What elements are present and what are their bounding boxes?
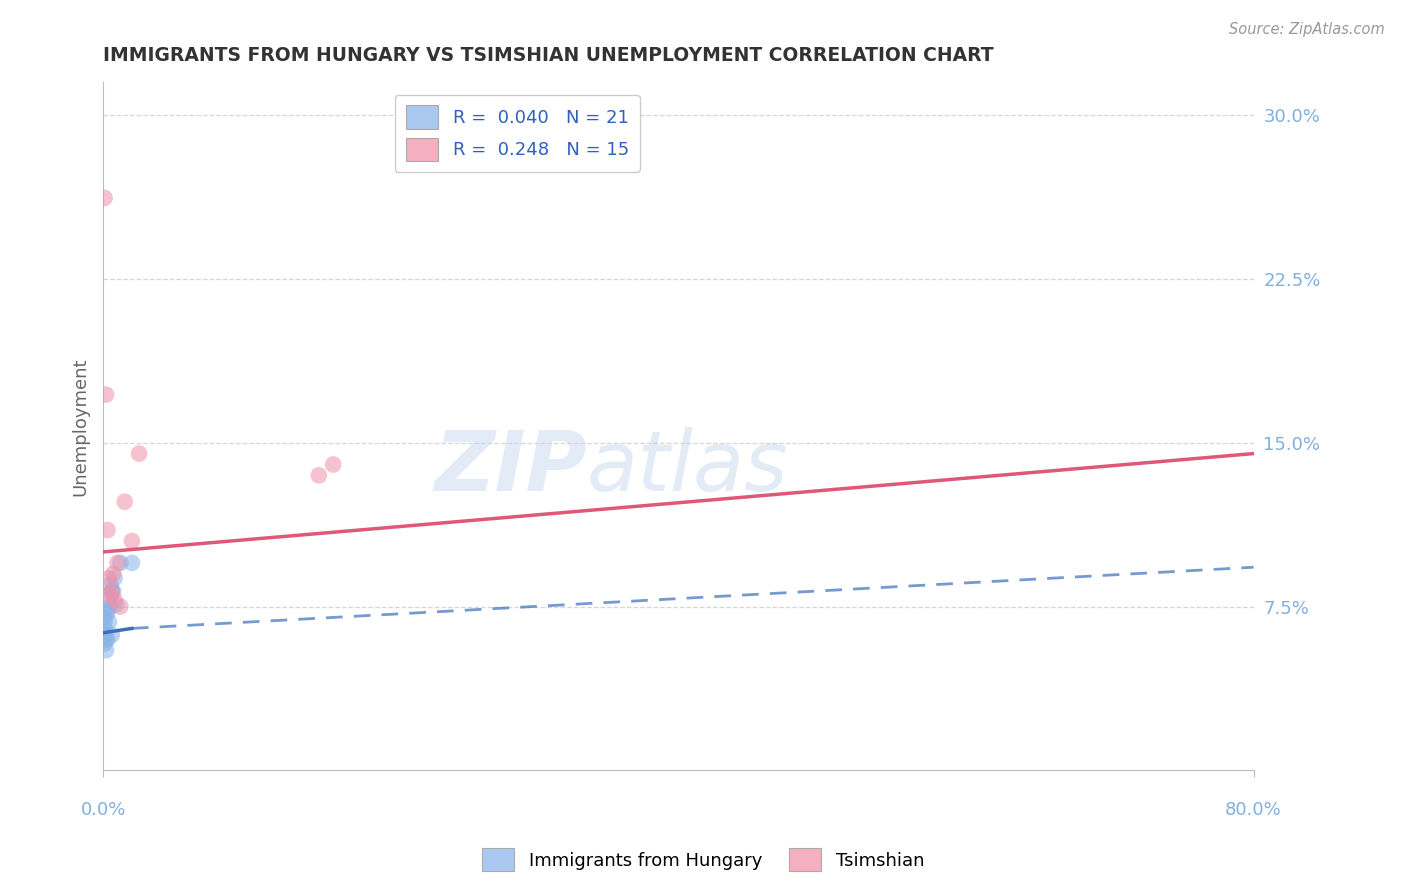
Point — [322, 458, 344, 472]
Point — [96, 523, 118, 537]
Point — [98, 577, 121, 591]
Y-axis label: Unemployment: Unemployment — [72, 357, 89, 496]
Point — [94, 387, 117, 401]
Text: IMMIGRANTS FROM HUNGARY VS TSIMSHIAN UNEMPLOYMENT CORRELATION CHART: IMMIGRANTS FROM HUNGARY VS TSIMSHIAN UNE… — [103, 46, 994, 65]
Point — [110, 556, 132, 570]
Point — [98, 589, 121, 603]
Point — [308, 468, 330, 483]
Point — [104, 593, 127, 607]
Point — [94, 643, 117, 657]
Point — [105, 598, 128, 612]
Legend: Immigrants from Hungary, Tsimshian: Immigrants from Hungary, Tsimshian — [474, 841, 932, 879]
Point — [100, 584, 122, 599]
Point — [114, 494, 136, 508]
Point — [96, 606, 118, 620]
Legend: R =  0.040   N = 21, R =  0.248   N = 15: R = 0.040 N = 21, R = 0.248 N = 15 — [395, 95, 640, 171]
Point — [93, 637, 115, 651]
Point — [104, 571, 127, 585]
Point — [97, 593, 120, 607]
Point — [97, 615, 120, 629]
Point — [93, 615, 115, 629]
Point — [93, 628, 115, 642]
Point — [110, 599, 132, 614]
Point — [93, 191, 115, 205]
Text: ZIP: ZIP — [433, 427, 586, 508]
Point — [100, 584, 122, 599]
Point — [107, 556, 129, 570]
Point — [98, 599, 121, 614]
Text: 0.0%: 0.0% — [80, 801, 125, 819]
Point — [100, 628, 122, 642]
Point — [121, 533, 143, 548]
Text: 80.0%: 80.0% — [1225, 801, 1282, 819]
Text: Source: ZipAtlas.com: Source: ZipAtlas.com — [1229, 22, 1385, 37]
Point — [121, 556, 143, 570]
Point — [94, 604, 117, 618]
Point — [128, 446, 150, 460]
Point — [93, 610, 115, 624]
Point — [103, 566, 125, 581]
Text: atlas: atlas — [586, 427, 787, 508]
Point — [97, 571, 120, 585]
Point — [93, 621, 115, 635]
Point — [103, 584, 125, 599]
Point — [94, 632, 117, 647]
Point — [96, 632, 118, 647]
